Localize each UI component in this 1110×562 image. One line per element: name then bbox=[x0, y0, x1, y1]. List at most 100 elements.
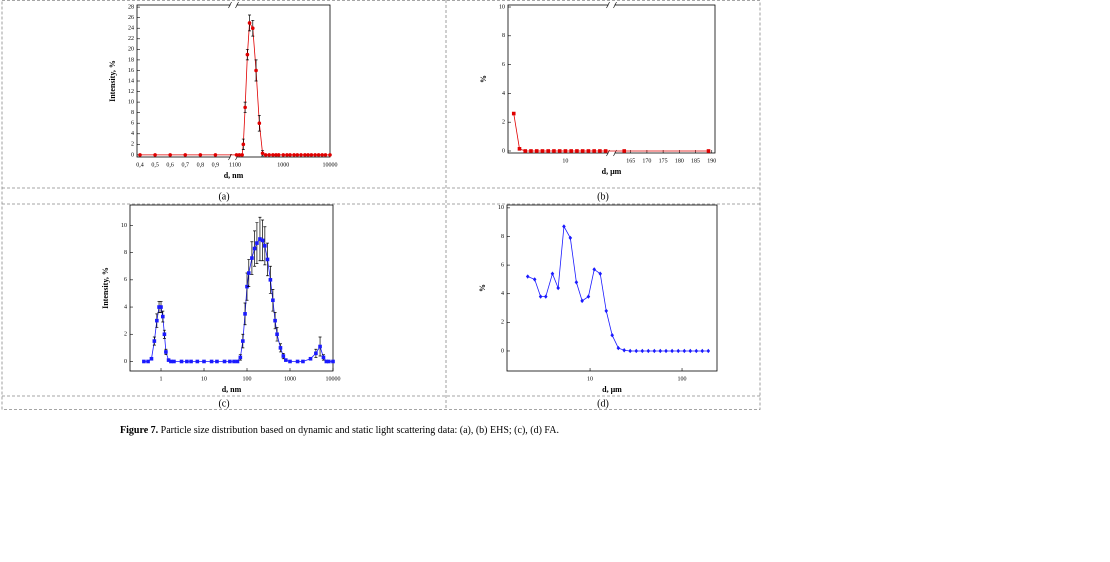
data-point bbox=[245, 284, 249, 289]
data-point bbox=[320, 153, 324, 157]
data-point bbox=[592, 267, 597, 272]
data-point bbox=[569, 149, 573, 153]
x-tick-label: 165 bbox=[626, 158, 635, 164]
data-point bbox=[563, 149, 568, 153]
y-tick-label: 10 bbox=[121, 223, 127, 229]
data-point bbox=[284, 358, 288, 362]
data-point bbox=[215, 359, 219, 364]
data-point bbox=[240, 153, 244, 157]
x-tick-label: 10 bbox=[562, 158, 568, 164]
panel-label: (c) bbox=[218, 398, 229, 409]
y-tick-label: 6 bbox=[124, 277, 127, 283]
x-tick-label: 10000 bbox=[326, 376, 341, 382]
data-point bbox=[160, 314, 165, 319]
data-point bbox=[238, 355, 243, 360]
x-tick-label: 1 bbox=[160, 376, 163, 382]
axis-break bbox=[228, 1, 239, 9]
data-point bbox=[288, 359, 292, 364]
data-point bbox=[202, 359, 206, 364]
data-point bbox=[316, 153, 321, 157]
data-point bbox=[586, 149, 591, 153]
data-point bbox=[142, 359, 146, 364]
data-point bbox=[688, 348, 693, 354]
data-point bbox=[252, 246, 257, 251]
data-point bbox=[155, 318, 159, 323]
x-tick-label: 1 bbox=[229, 162, 232, 168]
data-point bbox=[575, 149, 579, 153]
data-point bbox=[265, 257, 270, 262]
data-point bbox=[255, 241, 259, 245]
y-tick-label: 14 bbox=[128, 78, 134, 84]
data-point bbox=[195, 359, 200, 364]
data-point bbox=[532, 277, 537, 282]
y-tick-label: 6 bbox=[501, 262, 504, 268]
data-point bbox=[164, 350, 168, 354]
data-point bbox=[159, 305, 163, 309]
panel-label: (b) bbox=[597, 191, 609, 202]
data-point bbox=[258, 237, 262, 241]
data-point bbox=[288, 153, 292, 157]
y-tick-label: 10 bbox=[498, 205, 504, 211]
data-point bbox=[295, 153, 300, 157]
data-point bbox=[706, 348, 711, 354]
data-point bbox=[523, 149, 528, 153]
y-tick-label: 8 bbox=[131, 110, 134, 116]
data-point bbox=[634, 348, 639, 354]
data-point bbox=[552, 149, 556, 153]
axis-break-gap bbox=[230, 155, 237, 159]
data-point bbox=[237, 153, 242, 157]
y-tick-label: 16 bbox=[128, 68, 134, 74]
data-point bbox=[157, 305, 161, 309]
data-point bbox=[540, 149, 545, 153]
data-point bbox=[168, 153, 172, 157]
data-point bbox=[511, 111, 516, 116]
data-point bbox=[209, 359, 214, 364]
data-point bbox=[694, 348, 699, 354]
data-line bbox=[527, 225, 709, 352]
data-point bbox=[138, 153, 142, 157]
data-point bbox=[153, 153, 157, 157]
x-tick-label: 100 bbox=[678, 376, 687, 382]
data-point bbox=[592, 149, 596, 153]
data-point bbox=[568, 235, 573, 241]
data-line bbox=[513, 113, 709, 152]
y-axis-label: Intensity, % bbox=[101, 267, 110, 309]
x-axis-label: d, µm bbox=[602, 167, 622, 176]
plot-frame bbox=[136, 4, 331, 158]
data-point bbox=[525, 274, 530, 279]
y-tick-label: 8 bbox=[501, 234, 504, 240]
panel-grid bbox=[1, 0, 761, 410]
data-point bbox=[169, 359, 173, 364]
x-tick-label: 100 bbox=[243, 376, 252, 382]
chart: 0 2 4 6 8 10 10 165 170 175 180 185 190 d, µm% bbox=[479, 1, 716, 176]
data-point bbox=[610, 333, 614, 338]
data-point bbox=[327, 359, 331, 364]
data-point bbox=[222, 359, 227, 364]
data-point bbox=[556, 285, 560, 291]
data-point bbox=[247, 21, 252, 25]
data-point bbox=[246, 271, 251, 275]
plot-frame bbox=[507, 4, 716, 154]
y-tick-label: 2 bbox=[501, 320, 504, 326]
x-tick-label: 0,4 bbox=[136, 162, 144, 168]
x-tick-label: 185 bbox=[691, 158, 700, 164]
y-tick-label: 10 bbox=[499, 4, 505, 10]
data-point bbox=[250, 256, 254, 260]
data-point bbox=[213, 153, 218, 157]
caption-text: Particle size distribution based on dyna… bbox=[158, 425, 559, 436]
data-point bbox=[243, 105, 247, 110]
data-point bbox=[263, 244, 267, 248]
data-point bbox=[179, 359, 184, 364]
data-point bbox=[321, 355, 326, 360]
x-tick-label: 180 bbox=[675, 158, 684, 164]
y-tick-label: 20 bbox=[128, 47, 134, 53]
y-tick-label: 6 bbox=[131, 121, 134, 127]
data-point bbox=[273, 318, 277, 323]
data-point bbox=[268, 278, 273, 282]
data-point bbox=[271, 298, 275, 303]
y-tick-label: 4 bbox=[124, 304, 127, 310]
y-tick-label: 28 bbox=[128, 4, 134, 10]
data-point bbox=[622, 149, 627, 153]
data-point bbox=[241, 339, 245, 343]
